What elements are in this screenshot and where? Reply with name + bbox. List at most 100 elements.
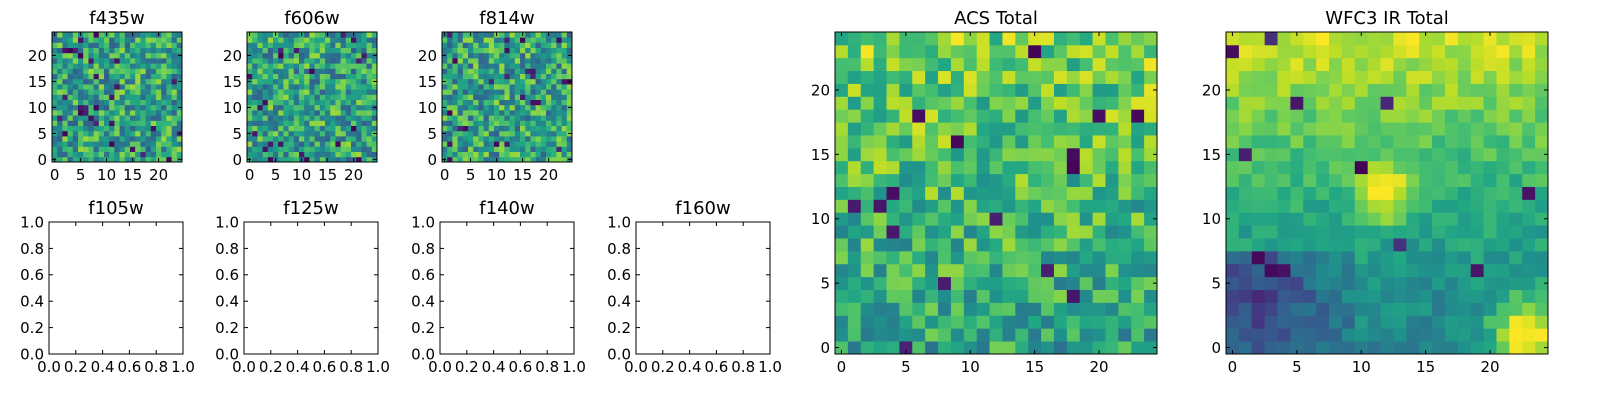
heatmap-cell	[366, 125, 373, 132]
heatmap-cell	[83, 94, 89, 100]
heatmap-cell	[950, 225, 965, 239]
heatmap-cell	[530, 89, 536, 95]
heatmap-cell	[1264, 341, 1278, 355]
heatmap-cell	[1041, 122, 1055, 136]
heatmap-cell	[140, 115, 146, 121]
heatmap-cell	[860, 328, 875, 342]
heatmap-cell	[899, 186, 913, 200]
heatmap-cell	[1509, 263, 1523, 278]
heatmap-cell	[912, 135, 926, 149]
heatmap-cell	[252, 110, 258, 116]
heatmap-cell	[494, 89, 500, 95]
x-tick-label: 1.0	[366, 358, 390, 376]
heatmap-cell	[67, 125, 74, 132]
heatmap-cell	[273, 99, 279, 106]
heatmap-cell	[1341, 135, 1356, 149]
heatmap-cell	[98, 141, 105, 147]
heatmap-cell	[1303, 250, 1317, 265]
heatmap-cell	[93, 110, 100, 116]
heatmap-cell	[1041, 57, 1055, 72]
heatmap-cell	[1303, 341, 1317, 355]
heatmap-cell	[1238, 147, 1253, 162]
heatmap-cell	[351, 104, 357, 111]
heatmap-cell	[1329, 212, 1343, 226]
heatmap-cell	[514, 89, 521, 95]
heatmap-cell	[72, 156, 79, 163]
heatmap-cell	[488, 47, 495, 54]
heatmap-cell	[1367, 160, 1381, 175]
heatmap-cell	[938, 263, 952, 278]
heatmap-cell	[847, 173, 862, 187]
heatmap-cell	[119, 32, 126, 38]
heatmap-cell	[1002, 276, 1016, 290]
heatmap-cell	[989, 341, 1003, 355]
heatmap-cell	[478, 141, 484, 147]
heatmap-cell	[1277, 44, 1291, 59]
heatmap-cell	[150, 156, 157, 163]
heatmap-cell	[1092, 96, 1106, 110]
heatmap-cell	[938, 289, 952, 303]
heatmap-cell	[1535, 44, 1549, 59]
heatmap-cell	[1251, 238, 1266, 252]
heatmap-cell	[335, 130, 341, 137]
heatmap-cell	[351, 151, 357, 158]
heatmap-cell	[330, 94, 336, 100]
heatmap-cell	[1066, 199, 1081, 213]
heatmap-cell	[114, 37, 120, 43]
heatmap-cell	[57, 120, 63, 126]
heatmap-cell	[171, 130, 178, 137]
heatmap-cell	[161, 115, 167, 121]
heatmap-cell	[468, 63, 474, 69]
heatmap-cell	[176, 68, 183, 74]
heatmap-cell	[938, 250, 952, 265]
heatmap-cells	[1226, 32, 1549, 355]
heatmap-cell	[535, 89, 542, 95]
heatmap-cell	[330, 89, 336, 95]
heatmap-cell	[1470, 315, 1484, 329]
heatmap-cell	[1432, 315, 1446, 329]
heatmap-cell	[1354, 328, 1369, 342]
heatmap-cell	[976, 160, 990, 175]
heatmap-cell	[309, 136, 315, 142]
x-tick-label: 0.0	[232, 358, 256, 376]
heatmap-cell	[1118, 83, 1132, 97]
heatmap-cell	[88, 125, 94, 132]
heatmap-cell	[462, 156, 469, 163]
heatmap-cell	[1028, 186, 1042, 200]
heatmap-cell	[514, 78, 521, 85]
heatmap-cell	[104, 47, 110, 54]
heatmap-cell	[1316, 96, 1330, 110]
heatmap-cell	[288, 63, 295, 69]
heatmap-cell	[530, 104, 536, 111]
heatmap-cell	[176, 42, 183, 48]
heatmap-cell	[1028, 238, 1042, 252]
heatmap-cell	[98, 52, 105, 59]
heatmap-cell	[1277, 173, 1291, 187]
heatmap-cell	[1496, 315, 1510, 329]
heatmap-cell	[478, 52, 484, 59]
heatmap-cell	[1079, 57, 1093, 72]
heatmap-cell	[540, 130, 547, 137]
heatmap-cell	[304, 47, 310, 54]
heatmap-cell	[340, 141, 347, 147]
heatmap-cell	[1290, 341, 1304, 355]
heatmap-cell	[462, 52, 469, 59]
heatmap-cell	[1341, 147, 1356, 162]
heatmap-cell	[483, 32, 490, 38]
heatmap-cell	[351, 68, 357, 74]
heatmap-cell	[886, 173, 900, 187]
heatmap-cell	[925, 315, 939, 329]
heatmap-cell	[88, 78, 94, 85]
panel-wfc3-ir-total	[1226, 32, 1549, 355]
heatmap-cell	[499, 37, 505, 43]
heatmap-cell	[171, 73, 178, 80]
heatmap-cell	[447, 146, 453, 152]
heatmap-cell	[1522, 122, 1536, 136]
heatmap-cell	[1367, 147, 1381, 162]
heatmap-cell	[551, 47, 557, 54]
heatmap-cell	[156, 94, 162, 100]
heatmap-cell	[119, 68, 126, 74]
heatmap-cell	[1432, 135, 1446, 149]
heatmap-cell	[262, 125, 269, 132]
heatmap-cell	[1444, 44, 1459, 59]
